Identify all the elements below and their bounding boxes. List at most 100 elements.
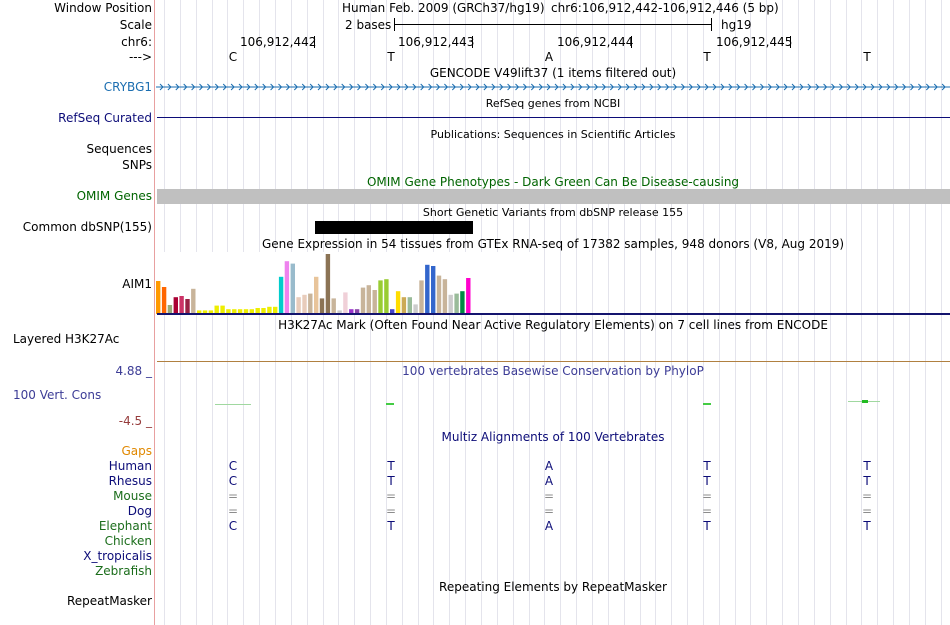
gtex-tissue-bar[interactable] — [343, 292, 348, 314]
guide-line — [703, 0, 704, 625]
gtex-tissue-bar[interactable] — [185, 299, 190, 314]
gtex-tissue-bar[interactable] — [319, 298, 325, 314]
gtex-tissue-bar[interactable] — [249, 309, 254, 314]
gtex-tissue-bar[interactable] — [267, 306, 272, 314]
gtex-tissue-bar[interactable] — [191, 288, 196, 314]
phylop-track-label[interactable]: 100 Vert. Cons — [13, 388, 102, 402]
strand-chevron — [586, 83, 591, 91]
gtex-tissue-bar[interactable] — [378, 280, 383, 314]
h3k27ac-signal[interactable] — [157, 361, 950, 362]
strand-chevron — [459, 83, 464, 91]
gtex-tissue-bar[interactable] — [413, 304, 418, 314]
gtex-tissue-bar[interactable] — [360, 287, 366, 314]
strand-chevron — [388, 83, 393, 91]
position-readout[interactable]: chr6:106,912,442-106,912,446 (5 bp) — [551, 1, 779, 15]
gtex-tissue-bar[interactable] — [366, 285, 371, 314]
species-label-zebrafish[interactable]: Zebrafish — [95, 564, 152, 578]
gtex-tissue-bar[interactable] — [302, 294, 307, 314]
coordinate-label: 106,912,444 — [557, 35, 634, 49]
gtex-tissue-bar[interactable] — [220, 305, 225, 314]
gtex-tissue-bar[interactable] — [442, 279, 448, 314]
gencode-gene-feature[interactable] — [156, 82, 950, 92]
phylop-signal-2[interactable] — [386, 403, 394, 405]
omim-track-label[interactable]: OMIM Genes — [76, 189, 152, 203]
phylop-min-label: -4.5 _ — [118, 414, 152, 428]
phylop-signal-5[interactable] — [862, 400, 868, 403]
gtex-tissue-bar[interactable] — [255, 308, 260, 314]
gtex-tissue-bar[interactable] — [325, 254, 331, 314]
strand-chevron — [870, 83, 875, 91]
refseq-gene-feature[interactable] — [157, 117, 950, 118]
gtex-tissue-bar[interactable] — [425, 264, 430, 314]
dbsnp-track-label[interactable]: Common dbSNP(155) — [22, 220, 152, 234]
gtex-tissue-bar[interactable] — [161, 287, 167, 314]
gtex-tissue-bar[interactable] — [401, 297, 407, 314]
gtex-tissue-bar[interactable] — [156, 281, 161, 314]
repeatmasker-track-label[interactable]: RepeatMasker — [66, 594, 152, 608]
gtex-tissue-bar[interactable] — [460, 291, 465, 314]
h3k27ac-track-label[interactable]: Layered H3K27Ac — [13, 332, 120, 346]
phylop-signal-3[interactable] — [703, 403, 711, 405]
gtex-tissue-bar[interactable] — [273, 306, 278, 314]
strand-chevron — [696, 83, 701, 91]
gtex-tissue-bar[interactable] — [167, 305, 173, 314]
gtex-tissue-bar[interactable] — [232, 309, 237, 314]
species-label-human[interactable]: Human — [108, 459, 152, 473]
gtex-tissue-bar[interactable] — [214, 305, 219, 314]
gtex-tissue-bar[interactable] — [337, 310, 342, 314]
species-label-x_tropicalis[interactable]: X_tropicalis — [83, 549, 152, 563]
gtex-tissue-bar[interactable] — [197, 310, 202, 314]
gtex-tissue-bar[interactable] — [419, 280, 424, 314]
coordinate-tick — [472, 36, 473, 48]
gtex-tissue-bar[interactable] — [454, 293, 459, 314]
multiz-gaps-label[interactable]: Gaps — [121, 444, 152, 458]
gtex-expression-chart[interactable] — [156, 252, 536, 314]
gtex-tissue-bar[interactable] — [208, 310, 214, 314]
gtex-tissue-bar[interactable] — [278, 276, 284, 314]
species-label-chicken[interactable]: Chicken — [104, 534, 152, 548]
gtex-tissue-bar[interactable] — [314, 276, 319, 314]
gtex-tissue-bar[interactable] — [237, 309, 243, 314]
gtex-tissue-bar[interactable] — [384, 279, 389, 314]
publications-sequences-label[interactable]: Sequences — [86, 142, 152, 156]
publications-snps-label[interactable]: SNPs — [122, 158, 152, 172]
gtex-tissue-bar[interactable] — [448, 294, 453, 314]
gtex-tissue-bar[interactable] — [173, 297, 178, 314]
gtex-tissue-bar[interactable] — [395, 291, 401, 314]
gtex-tissue-bar[interactable] — [349, 309, 354, 314]
gtex-tissue-bar[interactable] — [431, 266, 436, 314]
phylop-signal-1[interactable] — [215, 404, 251, 405]
strand-chevron — [760, 83, 765, 91]
gtex-tissue-bar[interactable] — [261, 308, 266, 314]
dbsnp-variant[interactable] — [315, 221, 473, 234]
gtex-tissue-bar[interactable] — [243, 309, 249, 314]
strand-chevron — [396, 83, 401, 91]
gtex-tissue-bar[interactable] — [436, 275, 442, 314]
gtex-tissue-bar[interactable] — [284, 261, 290, 314]
gtex-tissue-bar[interactable] — [331, 298, 336, 314]
gtex-tissue-bar[interactable] — [202, 310, 208, 314]
strand-chevron — [254, 83, 259, 91]
gtex-track-label[interactable]: AIM1 — [122, 277, 152, 291]
gtex-tissue-bar[interactable] — [390, 309, 395, 314]
gencode-gene-label[interactable]: CRYBG1 — [103, 80, 152, 94]
gtex-tissue-bar[interactable] — [226, 309, 231, 314]
gtex-tissue-bar[interactable] — [354, 309, 360, 314]
refseq-track-label[interactable]: RefSeq Curated — [58, 111, 152, 125]
coordinate-label: 106,912,445 — [716, 35, 793, 49]
strand-chevron — [404, 83, 409, 91]
gtex-tissue-bar[interactable] — [407, 297, 412, 314]
gtex-tissue-bar[interactable] — [296, 297, 301, 314]
species-label-rhesus[interactable]: Rhesus — [108, 474, 152, 488]
gtex-tissue-bar[interactable] — [466, 278, 471, 314]
species-label-mouse[interactable]: Mouse — [113, 489, 152, 503]
gtex-tissue-bar[interactable] — [308, 293, 313, 314]
gtex-gene-line[interactable] — [157, 313, 950, 315]
gtex-tissue-bar[interactable] — [290, 263, 295, 314]
gtex-tissue-bar[interactable] — [372, 290, 377, 314]
strand-chevron — [918, 83, 923, 91]
species-label-dog[interactable]: Dog — [127, 504, 152, 518]
omim-gene-bar[interactable] — [157, 189, 950, 204]
gtex-tissue-bar[interactable] — [179, 296, 184, 314]
species-label-elephant[interactable]: Elephant — [98, 519, 152, 533]
